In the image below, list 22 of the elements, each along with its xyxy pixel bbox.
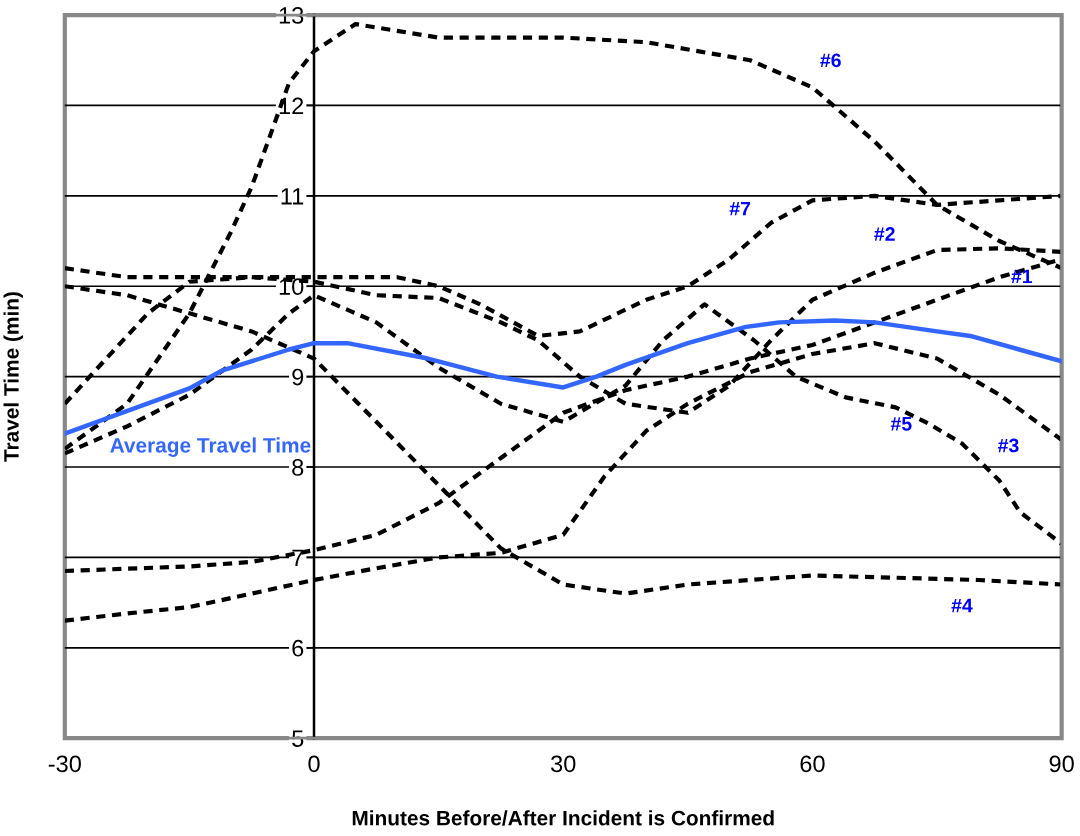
y-axis-title: Travel Time (min) — [3, 292, 23, 462]
series-label: #2 — [874, 227, 895, 241]
series-label: #4 — [951, 598, 973, 613]
y-tick-label: 8 — [292, 459, 304, 476]
series-label: #5 — [890, 417, 912, 431]
series-label: Average Travel Time — [110, 437, 311, 457]
y-tick-label: 6 — [292, 639, 304, 657]
y-tick-label: 9 — [292, 368, 304, 386]
x-tick-label: 90 — [1049, 755, 1074, 773]
line-series — [64, 318, 1062, 436]
series-label: #6 — [820, 53, 841, 68]
series-label: #1 — [1011, 269, 1033, 284]
y-tick-label: 12 — [279, 97, 304, 114]
x-tick-label: 30 — [550, 755, 576, 773]
y-tick-label: 7 — [292, 549, 304, 566]
x-tick-label: -30 — [48, 755, 81, 773]
x-axis-title: Minutes Before/After Incident is Confirmed — [352, 810, 774, 826]
series-label: #3 — [997, 438, 1019, 453]
x-tick-label: 60 — [800, 755, 825, 773]
x-tick-label: 0 — [308, 755, 320, 773]
series-label: #7 — [729, 201, 751, 216]
y-tick-label: 11 — [281, 188, 304, 205]
